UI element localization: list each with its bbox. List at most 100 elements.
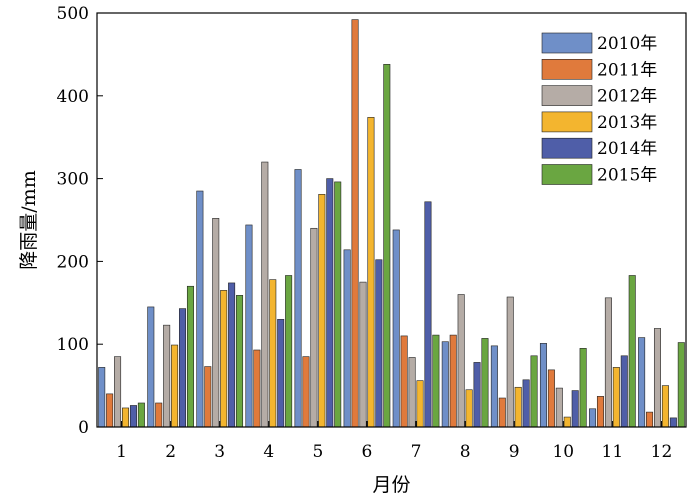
bar-2011年-4 — [253, 349, 261, 428]
bar-2012年-1 — [114, 356, 122, 428]
x-tick-label: 1 — [116, 442, 127, 462]
bar-2013年-5 — [318, 194, 326, 428]
bar-2010年-7 — [392, 229, 400, 428]
bar-2015年-2 — [186, 285, 194, 428]
legend-swatch-2012年 — [541, 85, 593, 106]
bar-2013年-9 — [514, 386, 522, 428]
bar-2012年-9 — [506, 296, 514, 428]
bar-2011年-5 — [302, 356, 310, 428]
bar-2014年-2 — [179, 308, 187, 428]
x-tick-label: 7 — [411, 442, 422, 462]
bar-2013年-11 — [612, 367, 620, 428]
x-tick-label: 8 — [460, 442, 471, 462]
y-tick-label: 200 — [57, 252, 89, 272]
bar-2012年-8 — [457, 294, 465, 428]
legend-swatch-2013年 — [541, 111, 593, 133]
x-tick-label: 12 — [651, 442, 673, 462]
bar-2015年-3 — [236, 295, 244, 428]
bar-2012年-2 — [163, 324, 171, 428]
bar-2012年-4 — [261, 161, 269, 428]
bar-2014年-8 — [473, 362, 481, 428]
bar-2011年-11 — [596, 396, 604, 428]
x-tick-label: 2 — [165, 442, 176, 462]
bar-2015年-7 — [432, 334, 440, 428]
bar-2013年-10 — [563, 416, 571, 428]
y-axis-title: 降雨量/mm — [18, 170, 40, 269]
bar-2011年-6 — [351, 19, 359, 428]
y-axis: 0 100 200 300 400 500 — [57, 4, 103, 438]
bar-2014年-4 — [277, 319, 285, 428]
bar-2010年-4 — [245, 224, 253, 428]
bar-2010年-6 — [343, 249, 351, 428]
x-tick-label: 6 — [362, 442, 373, 462]
y-tick-label: 100 — [57, 335, 89, 355]
legend-swatch-2010年 — [541, 32, 593, 54]
bar-2010年-9 — [490, 345, 498, 428]
bar-2010年-10 — [539, 343, 547, 428]
bar-2011年-2 — [155, 402, 163, 428]
bar-2012年-7 — [408, 357, 416, 428]
bar-2011年-8 — [449, 334, 457, 428]
bar-2012年-10 — [555, 387, 563, 428]
x-tick-label: 5 — [312, 442, 323, 462]
bar-2010年-8 — [441, 341, 449, 428]
legend-label: 2014年 — [597, 139, 657, 159]
bar-2013年-6 — [367, 117, 375, 428]
bar-2011年-9 — [498, 397, 506, 428]
bar-2010年-2 — [147, 306, 155, 428]
bar-2015年-9 — [530, 355, 538, 428]
bar-2015年-10 — [579, 348, 587, 428]
y-tick-label: 400 — [57, 87, 89, 107]
bar-2015年-8 — [481, 338, 489, 428]
bar-2014年-3 — [228, 282, 236, 428]
x-axis: 1 2 3 4 5 6 7 8 9 10 11 12 — [116, 421, 672, 462]
bar-2012年-12 — [653, 328, 661, 428]
y-tick-label: 0 — [78, 418, 89, 438]
bar-2014年-7 — [424, 201, 432, 428]
bar-2013年-1 — [122, 407, 130, 428]
legend: 2010年 2011年 2012年 2013年 2014年 2015年 — [541, 32, 657, 186]
plot-frame — [96, 12, 687, 428]
bar-2014年-6 — [375, 259, 383, 428]
x-tick-label: 3 — [214, 442, 225, 462]
bar-2014年-1 — [129, 405, 137, 428]
y-tick-label: 300 — [57, 170, 89, 190]
legend-swatch-2015年 — [541, 164, 593, 185]
bar-2012年-5 — [310, 227, 318, 428]
bar-2010年-1 — [98, 367, 106, 428]
legend-label: 2010年 — [597, 34, 657, 54]
legend-swatch-2014年 — [541, 137, 593, 159]
x-tick-label: 9 — [509, 442, 520, 462]
x-tick-label: 4 — [263, 442, 274, 462]
bar-2014年-9 — [522, 379, 530, 428]
bar-2013年-2 — [171, 344, 179, 428]
bar-2010年-5 — [294, 169, 302, 428]
bar-2010年-3 — [196, 190, 204, 428]
bar-2011年-10 — [547, 369, 555, 428]
bar-2013年-8 — [465, 389, 473, 428]
legend-label: 2015年 — [597, 166, 657, 186]
bar-2012年-3 — [212, 218, 220, 428]
bar-2014年-5 — [326, 178, 334, 428]
bar-2014年-12 — [669, 417, 677, 428]
bar-2011年-7 — [400, 335, 408, 428]
bar-2014年-10 — [571, 390, 579, 428]
bar-2013年-12 — [661, 385, 669, 428]
bar-2013年-7 — [416, 380, 424, 428]
bar-2011年-3 — [204, 366, 212, 428]
bar-2015年-12 — [677, 342, 685, 428]
bars-layer — [98, 19, 685, 428]
x-tick-label: 10 — [552, 442, 574, 462]
bar-2012年-11 — [604, 297, 612, 428]
bar-2013年-4 — [269, 279, 277, 428]
y-tick-label: 500 — [57, 4, 89, 24]
bar-2015年-4 — [285, 275, 293, 428]
x-tick-label: 11 — [602, 442, 624, 462]
bar-2010年-12 — [638, 337, 646, 428]
bar-2015年-11 — [628, 275, 636, 428]
bar-2015年-6 — [383, 64, 391, 428]
bar-2015年-5 — [334, 181, 342, 428]
bar-2013年-3 — [220, 290, 228, 428]
bar-2014年-11 — [620, 355, 628, 428]
